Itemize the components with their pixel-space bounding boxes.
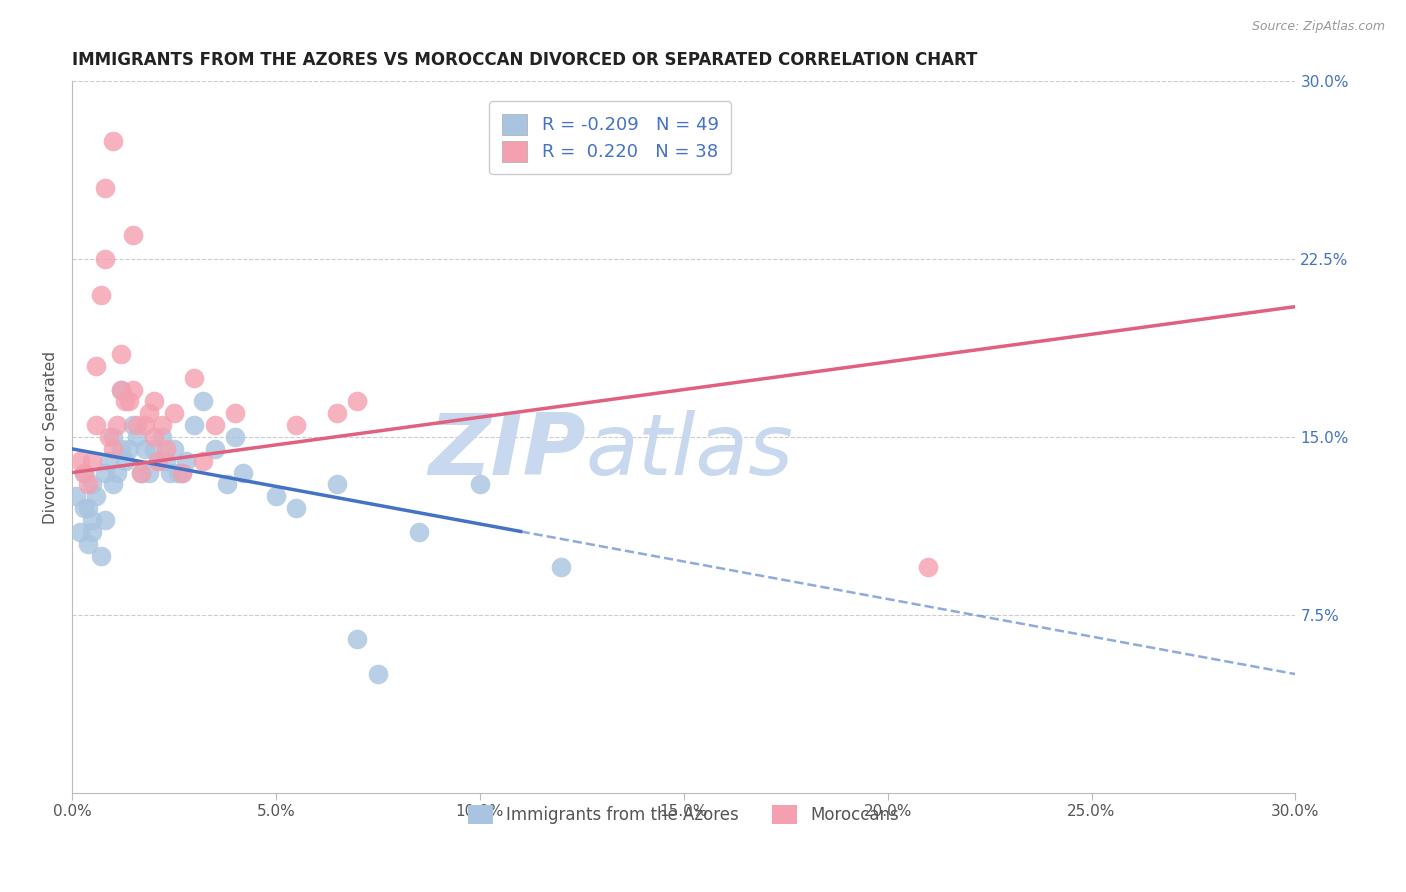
Point bbox=[122, 228, 145, 243]
Point bbox=[146, 453, 169, 467]
Point bbox=[73, 466, 96, 480]
Point bbox=[82, 513, 104, 527]
Text: ZIP: ZIP bbox=[429, 409, 586, 492]
Point bbox=[73, 501, 96, 516]
Point bbox=[224, 430, 246, 444]
Point bbox=[114, 394, 136, 409]
Point bbox=[134, 418, 156, 433]
Point bbox=[138, 466, 160, 480]
Point bbox=[101, 430, 124, 444]
Point bbox=[172, 466, 194, 480]
Point bbox=[172, 466, 194, 480]
Point bbox=[346, 632, 368, 646]
Point bbox=[86, 359, 108, 373]
Point bbox=[93, 466, 115, 480]
Point bbox=[204, 418, 226, 433]
Point bbox=[82, 453, 104, 467]
Point bbox=[155, 442, 177, 456]
Point bbox=[285, 418, 308, 433]
Point bbox=[134, 442, 156, 456]
Point bbox=[150, 418, 173, 433]
Point bbox=[142, 394, 165, 409]
Point bbox=[146, 453, 169, 467]
Point bbox=[174, 453, 197, 467]
Y-axis label: Divorced or Separated: Divorced or Separated bbox=[44, 351, 58, 524]
Point bbox=[204, 442, 226, 456]
Point bbox=[82, 524, 104, 539]
Point bbox=[183, 370, 205, 384]
Point bbox=[82, 477, 104, 491]
Point bbox=[224, 406, 246, 420]
Point bbox=[142, 442, 165, 456]
Point bbox=[101, 477, 124, 491]
Point bbox=[917, 560, 939, 574]
Point bbox=[285, 501, 308, 516]
Point bbox=[77, 537, 100, 551]
Text: atlas: atlas bbox=[586, 409, 794, 492]
Point bbox=[122, 383, 145, 397]
Point bbox=[101, 134, 124, 148]
Point bbox=[65, 489, 87, 503]
Point bbox=[93, 181, 115, 195]
Point bbox=[93, 252, 115, 267]
Point bbox=[264, 489, 287, 503]
Point bbox=[155, 453, 177, 467]
Point bbox=[138, 406, 160, 420]
Point bbox=[346, 394, 368, 409]
Point bbox=[77, 501, 100, 516]
Point bbox=[97, 453, 120, 467]
Point bbox=[326, 406, 349, 420]
Point bbox=[77, 477, 100, 491]
Point bbox=[131, 466, 153, 480]
Point bbox=[367, 667, 389, 681]
Point bbox=[127, 430, 149, 444]
Point bbox=[110, 442, 132, 456]
Point bbox=[191, 394, 214, 409]
Point bbox=[163, 406, 186, 420]
Point bbox=[101, 442, 124, 456]
Point bbox=[69, 453, 91, 467]
Point bbox=[142, 430, 165, 444]
Point bbox=[110, 347, 132, 361]
Text: IMMIGRANTS FROM THE AZORES VS MOROCCAN DIVORCED OR SEPARATED CORRELATION CHART: IMMIGRANTS FROM THE AZORES VS MOROCCAN D… bbox=[72, 51, 977, 69]
Point bbox=[114, 453, 136, 467]
Point bbox=[163, 442, 186, 456]
Point bbox=[93, 513, 115, 527]
Point bbox=[105, 466, 128, 480]
Point bbox=[127, 418, 149, 433]
Point bbox=[69, 524, 91, 539]
Point bbox=[215, 477, 238, 491]
Point bbox=[86, 489, 108, 503]
Point bbox=[105, 418, 128, 433]
Point bbox=[232, 466, 254, 480]
Text: Source: ZipAtlas.com: Source: ZipAtlas.com bbox=[1251, 20, 1385, 33]
Legend: Immigrants from the Azores, Moroccans: Immigrants from the Azores, Moroccans bbox=[458, 795, 910, 834]
Point bbox=[326, 477, 349, 491]
Point bbox=[131, 466, 153, 480]
Point bbox=[468, 477, 491, 491]
Point bbox=[150, 430, 173, 444]
Point bbox=[408, 524, 430, 539]
Point bbox=[97, 430, 120, 444]
Point bbox=[550, 560, 572, 574]
Point bbox=[183, 418, 205, 433]
Point bbox=[90, 287, 112, 301]
Point bbox=[122, 418, 145, 433]
Point bbox=[118, 442, 141, 456]
Point bbox=[86, 418, 108, 433]
Point bbox=[110, 383, 132, 397]
Point bbox=[159, 466, 181, 480]
Point bbox=[90, 549, 112, 563]
Point bbox=[110, 383, 132, 397]
Point bbox=[191, 453, 214, 467]
Point bbox=[118, 394, 141, 409]
Point bbox=[167, 466, 190, 480]
Point bbox=[73, 466, 96, 480]
